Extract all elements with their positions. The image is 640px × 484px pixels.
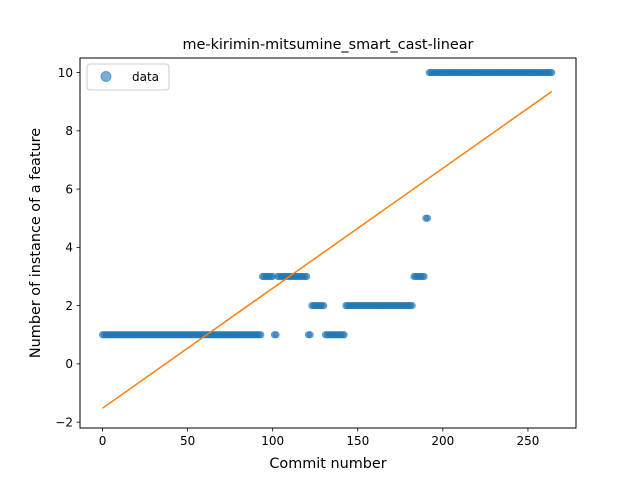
data-point — [420, 272, 428, 281]
legend-marker-data — [100, 71, 112, 82]
data-point — [340, 331, 348, 339]
y-tick-label: 2 — [65, 299, 73, 313]
ticks: 0 50 100 150 200 250 −2 0 2 4 6 8 10 — [55, 66, 539, 448]
legend: data — [86, 63, 170, 91]
x-tick-label: 200 — [431, 434, 454, 448]
x-tick-label: 150 — [346, 434, 369, 448]
data-point — [548, 68, 556, 77]
legend-label-data: data — [132, 70, 159, 84]
plot-area — [98, 68, 556, 409]
data-point — [257, 331, 265, 339]
data-point — [408, 302, 416, 310]
axes-frame — [79, 57, 577, 429]
data-point — [320, 302, 328, 310]
y-tick-label: 6 — [65, 182, 73, 196]
y-tick-label: −2 — [55, 415, 73, 429]
y-tick-label: 0 — [65, 357, 73, 371]
x-tick-label: 100 — [261, 434, 284, 448]
fit-line — [102, 90, 553, 409]
x-tick-label: 0 — [99, 434, 107, 448]
data-point — [423, 214, 432, 222]
y-tick-label: 8 — [65, 124, 73, 138]
x-tick-label: 250 — [516, 434, 539, 448]
x-tick-label: 50 — [180, 434, 195, 448]
chart-title: me-kirimin-mitsumine_smart_cast-linear — [183, 37, 474, 53]
data-point — [306, 331, 314, 339]
y-tick-label: 10 — [58, 66, 73, 80]
legend-box — [86, 63, 170, 91]
y-tick-label: 4 — [65, 241, 73, 255]
data-point — [303, 272, 311, 281]
data-points — [98, 68, 556, 339]
x-axis-label: Commit number — [269, 456, 386, 472]
y-axis-label: Number of instance of a feature — [28, 128, 44, 358]
data-point — [272, 331, 280, 339]
